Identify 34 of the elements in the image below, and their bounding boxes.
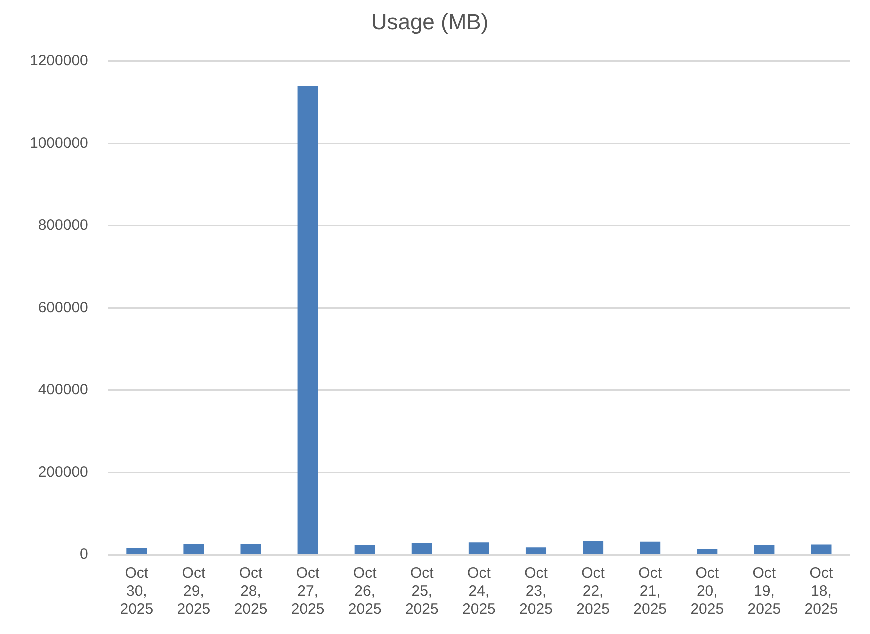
bar bbox=[811, 544, 832, 554]
x-tick-label: Oct 27, 2025 bbox=[291, 565, 325, 618]
bar bbox=[240, 544, 262, 554]
x-tick-label: Oct 28, 2025 bbox=[234, 565, 268, 618]
bar bbox=[468, 542, 490, 554]
x-tick-label: Oct 30, 2025 bbox=[120, 565, 154, 618]
y-tick-label: 600000 bbox=[38, 299, 88, 316]
y-tick-label: 200000 bbox=[38, 464, 88, 481]
x-tick-label: Oct 21, 2025 bbox=[634, 565, 668, 618]
y-tick-label: 0 bbox=[80, 546, 88, 564]
bar bbox=[298, 86, 318, 554]
bar bbox=[526, 548, 547, 554]
y-tick-label: 400000 bbox=[38, 382, 88, 399]
x-tick-label: Oct 29, 2025 bbox=[177, 565, 211, 618]
y-tick-label: 800000 bbox=[38, 217, 88, 234]
x-tick-label: Oct 23, 2025 bbox=[520, 565, 553, 618]
x-tick-label: Oct 25, 2025 bbox=[405, 565, 439, 618]
x-tick-label: Oct 24, 2025 bbox=[462, 565, 496, 618]
x-tick-label: Oct 19, 2025 bbox=[748, 565, 782, 618]
x-tick-label: Oct 22, 2025 bbox=[576, 565, 610, 618]
bar bbox=[583, 541, 604, 554]
x-tick-label: Oct 20, 2025 bbox=[690, 565, 724, 618]
bar bbox=[126, 548, 148, 554]
y-tick-label: 1000000 bbox=[30, 134, 88, 152]
bar bbox=[184, 544, 204, 554]
bar bbox=[354, 545, 376, 554]
x-tick-label: Oct 18, 2025 bbox=[804, 565, 838, 618]
bar bbox=[412, 543, 432, 554]
chart-title: Usage (MB) bbox=[371, 9, 489, 34]
bar bbox=[697, 549, 718, 554]
y-tick-label: 1200000 bbox=[30, 52, 88, 70]
x-tick-label: Oct 26, 2025 bbox=[348, 565, 382, 618]
bar bbox=[640, 542, 661, 554]
bar bbox=[754, 546, 775, 554]
